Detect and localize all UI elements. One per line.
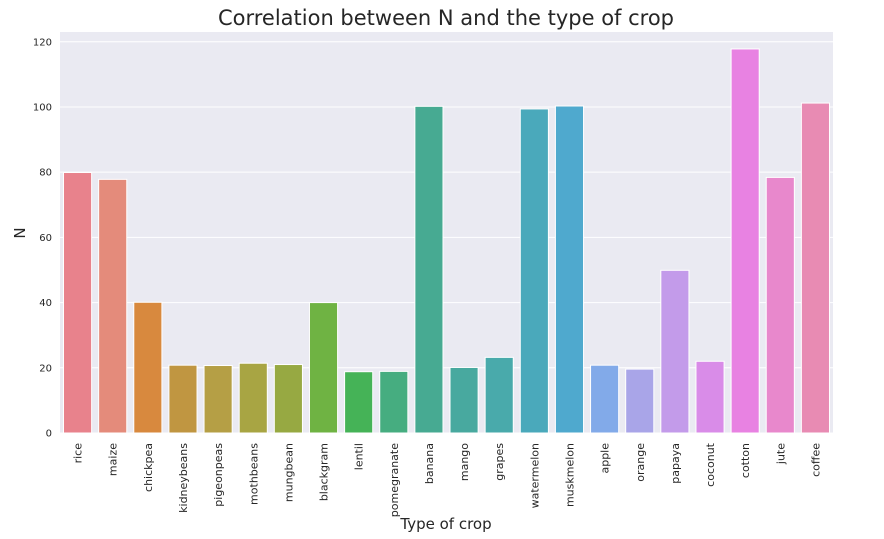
y-tick-label: 120 [33, 37, 52, 48]
x-tick-label: orange [634, 443, 647, 482]
bar-maize [98, 178, 128, 434]
bar-mothbeans [238, 362, 268, 434]
x-tick-label: pigeonpeas [212, 443, 225, 507]
bars [63, 48, 830, 434]
bar-apple [590, 364, 620, 434]
bar-coconut [695, 360, 725, 434]
x-tick-label: muskmelon [563, 443, 576, 507]
y-tick-label: 20 [39, 363, 52, 374]
y-tick-label: 100 [33, 102, 52, 113]
x-tick-label: watermelon [528, 443, 541, 508]
x-tick-label: coffee [809, 443, 822, 477]
x-tick-label: mango [458, 443, 471, 481]
bar-grapes [484, 356, 514, 434]
bar-pomegranate [379, 370, 409, 434]
bar-orange [625, 368, 655, 434]
y-tick-label: 0 [46, 429, 52, 440]
x-tick-label: cotton [739, 443, 752, 478]
x-tick-label: maize [107, 443, 120, 476]
x-tick-label: kidneybeans [177, 443, 190, 513]
x-tick-label: apple [599, 443, 612, 474]
x-tick-label: jute [774, 443, 787, 465]
x-tick-label: coconut [704, 442, 717, 486]
x-tick-label: lentil [353, 443, 366, 470]
bar-cotton [730, 48, 760, 434]
bar-coffee [800, 102, 830, 434]
bar-muskmelon [554, 105, 585, 434]
y-axis-ticks: 0 20 40 60 80 100 120 [33, 37, 52, 439]
bar-papaya [660, 269, 690, 434]
bar-kidneybeans [168, 364, 198, 434]
y-tick-label: 80 [39, 168, 52, 179]
x-tick-label: mungbean [282, 443, 295, 502]
y-axis-label: N [11, 227, 29, 238]
x-tick-label: blackgram [318, 443, 331, 501]
x-tick-label: chickpea [142, 443, 155, 492]
bar-watermelon [519, 108, 549, 434]
x-tick-label: papaya [669, 443, 682, 484]
bar-mango [449, 366, 479, 434]
y-tick-label: 40 [39, 298, 52, 309]
x-tick-label: banana [423, 443, 436, 484]
chart-title: Correlation between N and the type of cr… [218, 6, 674, 30]
bar-blackgram [308, 302, 339, 434]
bar-lentil [344, 371, 374, 434]
bar-jute [765, 176, 795, 434]
x-tick-label: rice [72, 443, 85, 464]
x-tick-label: grapes [493, 443, 506, 481]
bar-chickpea [133, 301, 163, 434]
bar-pigeonpeas [203, 365, 233, 434]
x-axis-label: Type of crop [399, 515, 491, 533]
x-tick-label: pomegranate [388, 443, 401, 517]
x-tick-label: mothbeans [247, 443, 260, 505]
bar-rice [63, 172, 93, 434]
bar-banana [414, 105, 444, 434]
x-axis-ticks: rice maize chickpea kidneybeans pigeonpeas mo… [72, 442, 823, 517]
bar-mungbean [273, 364, 303, 434]
y-tick-label: 60 [39, 233, 52, 244]
